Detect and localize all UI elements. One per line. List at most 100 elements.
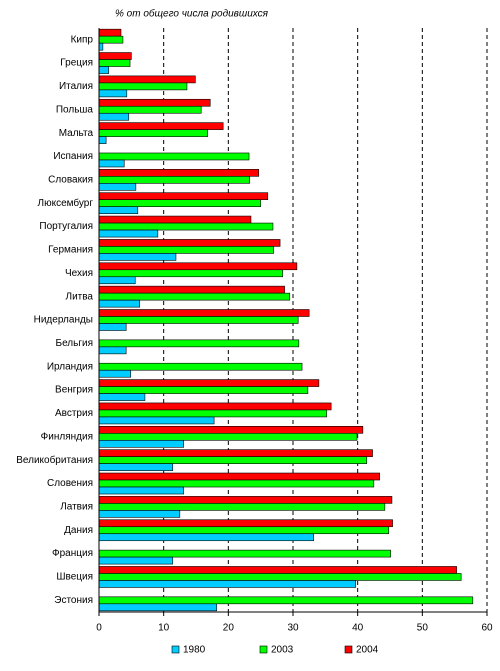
bar — [98, 299, 141, 308]
bar — [98, 59, 131, 67]
y-tick-label: Словакия — [48, 174, 93, 185]
bar — [98, 285, 285, 294]
bar — [98, 253, 177, 261]
y-tick-label: Финляндия — [41, 431, 93, 442]
x-tick-label: 40 — [352, 623, 364, 634]
bar — [98, 556, 174, 565]
y-tick-label: Словения — [47, 478, 93, 489]
y-tick-label: Бельгия — [56, 338, 94, 349]
y-tick-label: Венгрия — [55, 385, 93, 396]
y-tick-label: Мальта — [59, 128, 94, 139]
bar — [98, 449, 373, 457]
legend-swatch — [344, 645, 353, 654]
y-tick-label: Германия — [48, 245, 93, 256]
chart-title: % от общего числа родившихся — [115, 8, 269, 20]
bar — [98, 82, 188, 91]
y-tick-label: Франция — [52, 548, 93, 559]
y-tick-label: Австрия — [55, 408, 93, 419]
bar — [98, 98, 211, 107]
y-tick-label: Швеция — [56, 572, 93, 583]
bar — [98, 362, 303, 371]
bar — [98, 42, 104, 51]
legend-label: 1980 — [183, 645, 206, 656]
bar — [98, 339, 300, 348]
x-tick-label: 50 — [417, 623, 429, 634]
legend-swatch — [259, 645, 268, 654]
bar — [98, 549, 391, 558]
bar — [98, 479, 375, 488]
bar — [98, 269, 283, 278]
bar — [98, 169, 260, 177]
bar — [98, 519, 393, 528]
bar — [98, 159, 125, 168]
x-tick-label: 10 — [158, 623, 170, 634]
bar — [98, 596, 474, 605]
bar — [98, 316, 299, 324]
bar — [98, 52, 132, 60]
legend-swatch — [171, 645, 180, 654]
bar — [98, 75, 196, 84]
bar — [98, 206, 139, 214]
bar — [98, 183, 137, 191]
bar — [98, 239, 281, 247]
bar — [98, 456, 368, 464]
bar — [98, 439, 185, 448]
bar — [98, 379, 320, 387]
bar — [98, 129, 208, 137]
bar — [98, 215, 252, 224]
bar — [98, 393, 146, 401]
y-tick-label: Великобритания — [16, 454, 93, 466]
bar — [98, 402, 332, 411]
y-tick-label: Ирландия — [47, 361, 93, 372]
bar — [98, 432, 358, 441]
bar — [98, 486, 185, 495]
bar — [98, 28, 122, 37]
bar — [98, 276, 136, 285]
bar — [98, 603, 217, 612]
bar — [98, 323, 127, 331]
bar — [98, 136, 107, 144]
bar — [98, 122, 224, 130]
y-tick-label: Греция — [60, 58, 93, 69]
bar — [98, 409, 327, 418]
bar — [98, 573, 462, 581]
bar — [98, 472, 380, 481]
y-tick-label: Кипр — [71, 34, 94, 45]
y-tick-label: Испания — [53, 151, 93, 162]
y-tick-label: Чехия — [65, 268, 93, 279]
bar — [98, 112, 130, 121]
bar — [98, 229, 159, 238]
y-tick-label: Италия — [59, 81, 93, 92]
legend-label: 2003 — [271, 645, 294, 656]
y-tick-label: Эстония — [54, 595, 93, 606]
bar — [98, 199, 261, 207]
bar — [98, 416, 215, 425]
bar — [98, 89, 128, 98]
bar — [98, 66, 109, 74]
bar — [98, 246, 274, 254]
x-tick-label: 0 — [96, 623, 102, 634]
bar — [98, 386, 309, 394]
x-tick-label: 30 — [287, 623, 299, 634]
bar — [98, 152, 250, 161]
bar — [98, 192, 269, 200]
bar — [98, 346, 127, 355]
bar — [98, 463, 174, 471]
y-tick-label: Литва — [66, 291, 94, 302]
bar — [98, 369, 131, 378]
bar — [98, 503, 386, 511]
bar — [98, 526, 390, 535]
bar — [98, 262, 298, 271]
bar — [98, 309, 310, 317]
bar — [98, 566, 457, 574]
bar — [98, 105, 202, 114]
y-tick-label: Португалия — [39, 221, 93, 232]
bar — [98, 580, 357, 588]
bar — [98, 510, 181, 518]
bar — [98, 425, 364, 434]
bar — [98, 222, 274, 231]
legend-label: 2004 — [356, 645, 379, 656]
x-tick-label: 60 — [481, 623, 493, 634]
bar — [98, 496, 393, 504]
